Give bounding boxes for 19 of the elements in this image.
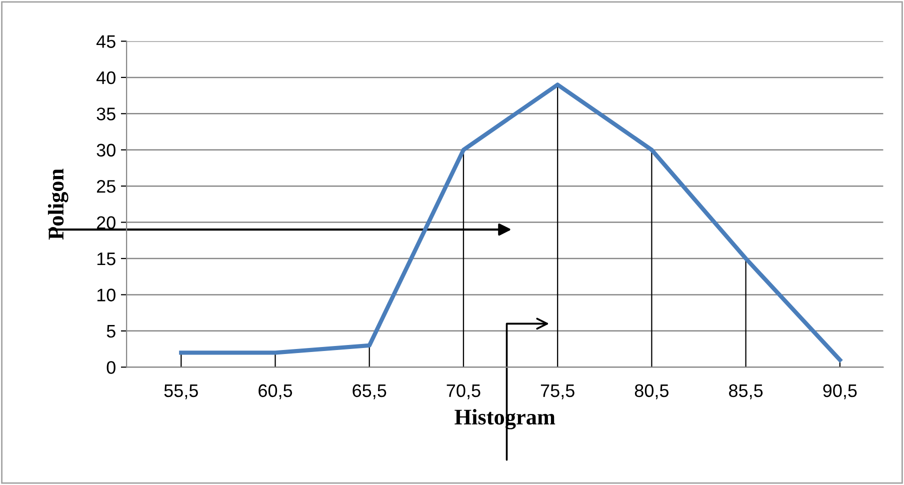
y-tick-label: 0 <box>106 361 116 374</box>
y-tick-label: 40 <box>96 71 116 84</box>
y-tick-label: 5 <box>106 325 116 338</box>
y-tick-label: 15 <box>97 252 116 266</box>
x-tick-label: 80,5 <box>634 384 669 400</box>
y-axis-title: Poligon <box>48 168 68 240</box>
y-tick-label: 30 <box>96 144 116 157</box>
line-series <box>179 82 842 362</box>
x-tick-label: 75,5 <box>540 384 574 400</box>
x-tick-label: 85,5 <box>729 384 763 400</box>
x-tick-label: 90,5 <box>823 384 857 400</box>
y-tick-label: 10 <box>97 288 116 302</box>
x-tick-label: 70,5 <box>446 384 480 400</box>
y-tick-label: 25 <box>96 180 116 193</box>
x-tick-label: 55,5 <box>164 384 198 400</box>
y-tick-label: 45 <box>96 35 116 48</box>
x-tick-label: 60,5 <box>258 384 292 400</box>
x-tick-label: 65,5 <box>352 384 386 400</box>
y-tick-label: 35 <box>96 108 116 120</box>
